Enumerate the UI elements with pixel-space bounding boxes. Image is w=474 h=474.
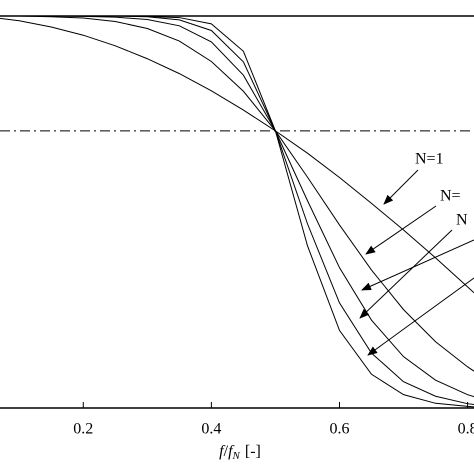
x-tick-label: 0.4 [201,421,221,438]
annotation: N= [440,188,461,205]
curve [0,15,474,405]
x-tick-label: 0.8 [458,421,474,438]
annotation-arrow [367,277,474,356]
curve [0,15,474,372]
annotation: N=1 [415,151,444,168]
curve [0,15,474,408]
annotation-arrow [383,169,419,205]
x-axis-label-part: f [228,443,235,460]
x-axis-label: f/fN [-] [219,443,261,462]
annotation-arrow [359,229,453,319]
x-tick-label: 0.6 [329,421,349,438]
annotation: N [456,212,468,229]
x-axis-label-part: f [219,443,226,460]
annotation-arrow [361,239,474,291]
curve [0,17,474,294]
x-axis-label-part: [-] [245,443,261,460]
annotation-arrow [365,205,437,255]
x-axis-label-part: / [224,443,229,460]
curve [0,15,474,398]
x-tick-label: 0.2 [73,421,93,438]
x-axis-label-part: N [232,450,241,462]
